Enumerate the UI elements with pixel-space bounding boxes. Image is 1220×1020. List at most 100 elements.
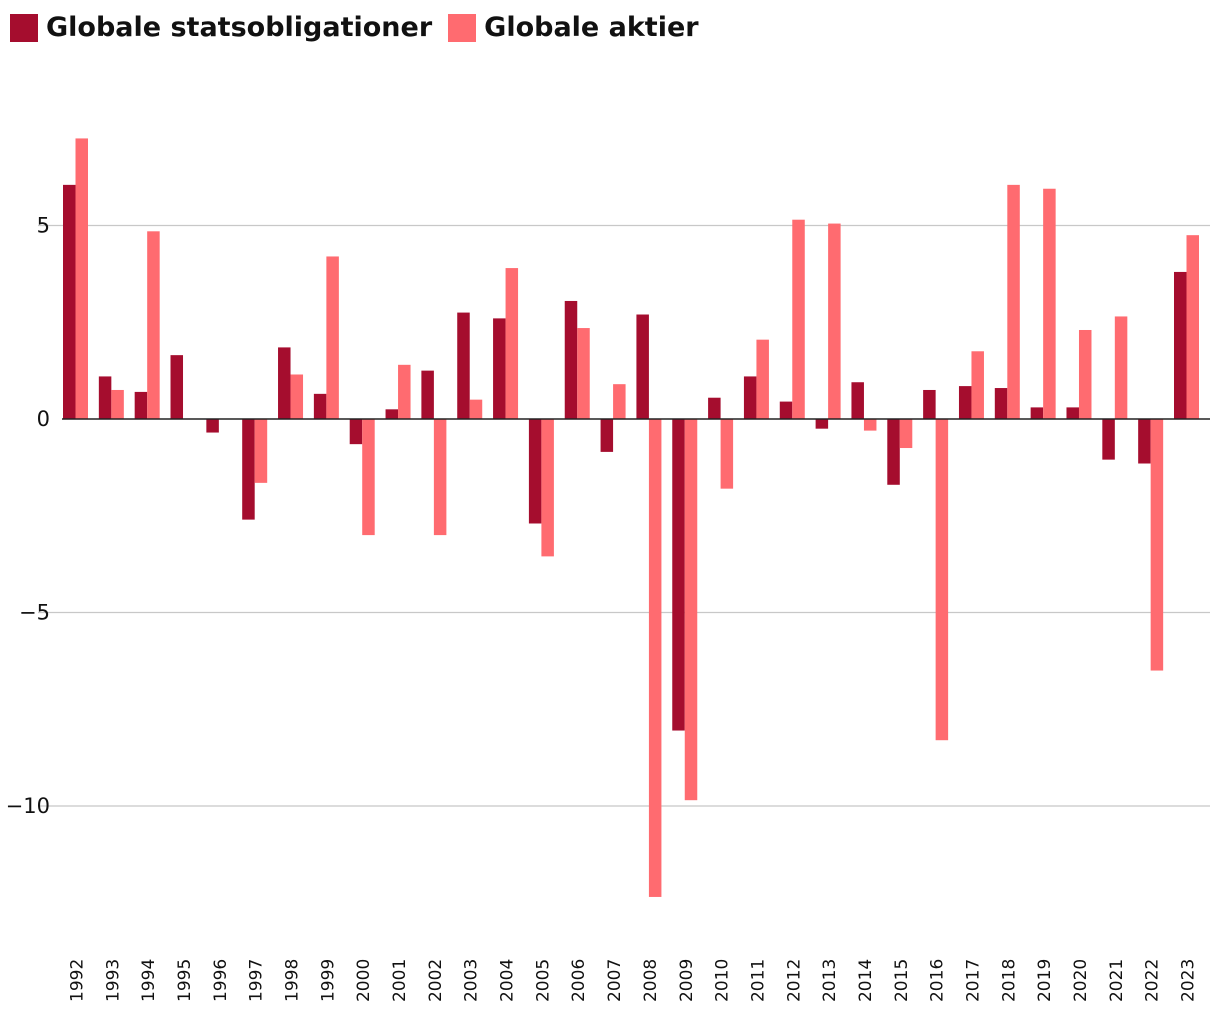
bar-statsobligationer [528, 419, 542, 524]
bar-statsobligationer [887, 419, 900, 485]
bar-statsobligationer [743, 376, 757, 419]
x-tick-label: 2003 [462, 959, 482, 1002]
x-tick-label: 2000 [354, 959, 374, 1002]
bar-aktier [684, 419, 698, 801]
bar-aktier [469, 399, 483, 419]
bar-statsobligationer [779, 401, 793, 419]
bar-statsobligationer [851, 382, 864, 419]
bar-statsobligationer [457, 312, 470, 419]
bar-aktier [398, 364, 411, 419]
bar-statsobligationer [1174, 271, 1187, 419]
y-tick-label: 0 [37, 407, 50, 431]
bar-aktier [1186, 235, 1199, 419]
bar-statsobligationer [1138, 419, 1151, 464]
bar-aktier [254, 419, 268, 483]
x-tick-label: 2004 [498, 959, 518, 1002]
x-tick-label: 1992 [68, 959, 88, 1002]
x-tick-label: 2021 [1107, 959, 1127, 1002]
bar-aktier [828, 223, 841, 419]
bar-aktier [362, 419, 375, 536]
bar-statsobligationer [349, 419, 363, 445]
y-tick-label: −5 [19, 601, 50, 625]
x-tick-label: 2015 [892, 959, 912, 1002]
x-tick-label: 2001 [390, 959, 410, 1002]
bar-aktier [648, 419, 662, 897]
x-tick-label: 2014 [856, 959, 876, 1002]
bar-aktier [433, 419, 447, 536]
bar-statsobligationer [421, 370, 434, 419]
bar-statsobligationer [134, 391, 148, 419]
bar-statsobligationer [564, 300, 578, 419]
bar-statsobligationer [493, 318, 506, 419]
bar-statsobligationer [206, 419, 219, 433]
bar-aktier [290, 374, 304, 419]
x-tick-label: 1998 [283, 959, 303, 1002]
bar-statsobligationer [242, 419, 255, 520]
bar-aktier [971, 351, 984, 419]
x-tick-label: 2008 [641, 959, 661, 1002]
legend-swatch-series-0 [10, 13, 38, 42]
bar-statsobligationer [1066, 407, 1079, 419]
bar-aktier [720, 419, 734, 489]
bar-statsobligationer [170, 355, 184, 419]
bar-statsobligationer [1102, 419, 1115, 460]
bar-aktier [613, 384, 626, 419]
x-tick-label: 2018 [999, 959, 1019, 1002]
bar-statsobligationer [313, 393, 327, 419]
legend: Globale statsobligationer Globale aktier [10, 12, 715, 43]
x-tick-label: 2020 [1071, 959, 1091, 1002]
bar-statsobligationer [815, 419, 829, 429]
bar-aktier [326, 256, 339, 419]
x-tick-label: 2010 [713, 959, 733, 1002]
bar-aktier [75, 138, 88, 420]
bar-statsobligationer [278, 347, 291, 419]
x-tick-label: 2019 [1035, 959, 1055, 1002]
bar-aktier [899, 419, 913, 449]
bar-statsobligationer [98, 376, 112, 419]
legend-swatch-series-1 [448, 13, 477, 42]
x-tick-label: 2023 [1179, 959, 1199, 1002]
x-tick-label: 2002 [426, 959, 446, 1002]
x-tick-label: 1995 [175, 959, 195, 1002]
bar-statsobligationer [994, 388, 1008, 419]
bar-statsobligationer [636, 314, 649, 419]
bar-aktier [756, 339, 769, 419]
bar-aktier [147, 231, 160, 419]
bar-statsobligationer [958, 386, 972, 419]
y-tick-label: 5 [37, 214, 50, 238]
legend-item-series-1: Globale aktier [448, 12, 699, 43]
bar-aktier [792, 219, 805, 419]
bar-aktier [1043, 188, 1056, 419]
bar-aktier [1150, 419, 1164, 671]
x-tick-label: 1997 [247, 959, 267, 1002]
x-tick-label: 2012 [784, 959, 804, 1002]
bar-aktier [1114, 316, 1128, 419]
bar-aktier [863, 419, 877, 431]
legend-item-series-0: Globale statsobligationer [10, 12, 432, 43]
x-tick-label: 2006 [569, 959, 589, 1002]
bar-aktier [577, 328, 590, 419]
x-tick-label: 1996 [211, 959, 231, 1002]
bar-statsobligationer [1030, 407, 1044, 419]
legend-label-series-1: Globale aktier [484, 12, 699, 43]
x-tick-label: 2016 [928, 959, 948, 1002]
x-tick-label: 2013 [820, 959, 840, 1002]
x-tick-label: 2005 [533, 959, 553, 1002]
bar-aktier [1078, 329, 1092, 419]
bar-statsobligationer [385, 409, 399, 419]
bar-aktier [505, 268, 519, 419]
bar-statsobligationer [600, 419, 614, 452]
x-tick-label: 1993 [103, 959, 123, 1002]
y-tick-label: −10 [6, 794, 50, 818]
x-tick-label: 2022 [1143, 959, 1163, 1002]
legend-label-series-0: Globale statsobligationer [46, 12, 433, 43]
bar-aktier [1007, 184, 1020, 419]
bar-aktier [541, 419, 554, 557]
x-tick-label: 2007 [605, 959, 625, 1002]
bar-aktier [935, 419, 949, 741]
bar-statsobligationer [708, 397, 721, 419]
bar-aktier [111, 389, 124, 419]
bar-statsobligationer [923, 389, 936, 419]
